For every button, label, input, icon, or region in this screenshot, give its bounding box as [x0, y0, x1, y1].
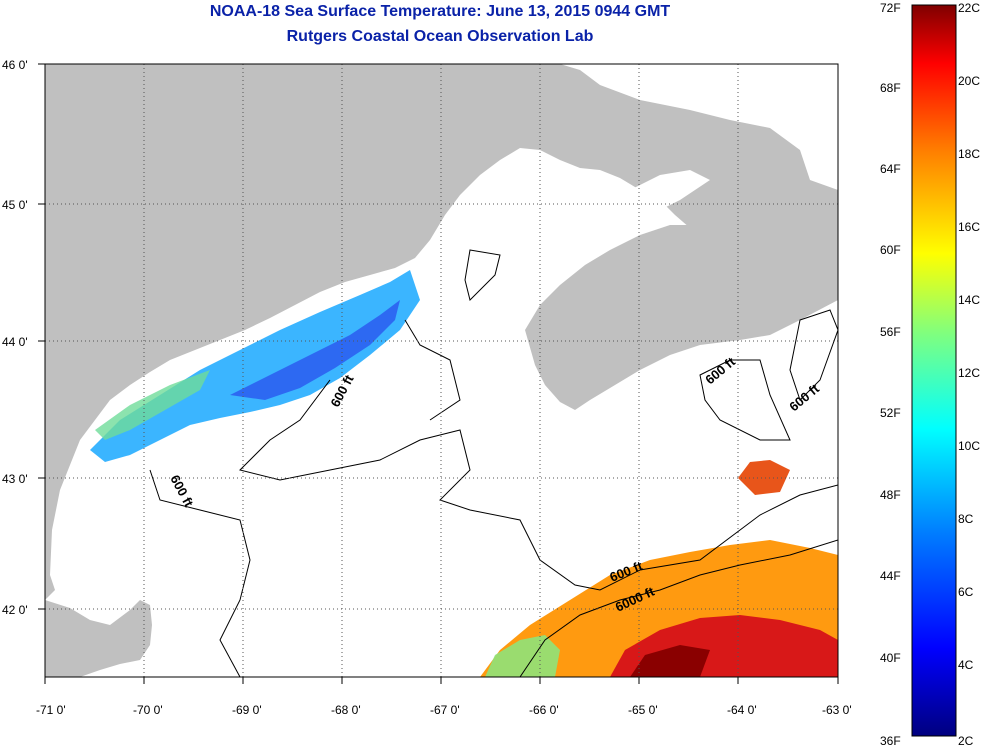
sst-hottest	[630, 645, 710, 677]
bay-of-fundy	[520, 170, 710, 300]
colorbar-c-label: 12C	[958, 366, 980, 380]
sst-cool-core	[230, 300, 400, 400]
sst-cool-patch	[90, 270, 420, 462]
colorbar-f-label: 56F	[880, 325, 901, 339]
x-tick-label: -67 0'	[430, 703, 460, 717]
x-tick-label: -70 0'	[133, 703, 163, 717]
y-tick-label: 45 0'	[2, 198, 28, 212]
colorbar-f-label: 60F	[880, 243, 901, 257]
x-tick-label: -63 0'	[822, 703, 852, 717]
colorbar-c-label: 10C	[958, 439, 980, 453]
x-tick-label: -66 0'	[529, 703, 559, 717]
y-tick-label: 42 0'	[2, 603, 28, 617]
colorbar-f-label: 72F	[880, 1, 901, 15]
colorbar-c-label: 6C	[958, 585, 974, 599]
colorbar-c-label: 16C	[958, 220, 980, 234]
x-tick-label: -71 0'	[36, 703, 66, 717]
x-tick-label: -69 0'	[232, 703, 262, 717]
y-tick-label: 44 0'	[2, 335, 28, 349]
graticule	[45, 64, 838, 677]
land-cape-cod	[45, 600, 152, 677]
colorbar-f-label: 40F	[880, 651, 901, 665]
colorbar-f-label: 68F	[880, 81, 901, 95]
sst-warm-eddy	[738, 460, 790, 495]
colorbar-f-label: 48F	[880, 488, 901, 502]
x-tick-label: -64 0'	[727, 703, 757, 717]
temperature-colorbar	[911, 4, 957, 737]
colorbar-f-label: 52F	[880, 406, 901, 420]
depth-contours	[149, 249, 838, 677]
colorbar-c-label: 22C	[958, 1, 980, 15]
colorbar-c-label: 8C	[958, 512, 974, 526]
land-new-england	[45, 64, 838, 600]
map-subtitle: Rutgers Coastal Ocean Observation Lab	[286, 28, 594, 45]
colorbar-c-label: 2C	[958, 734, 974, 748]
colorbar-f-label: 36F	[880, 734, 901, 748]
colorbar-c-label: 18C	[958, 147, 980, 161]
colorbar-c-label: 20C	[958, 74, 980, 88]
colorbar-c-label: 14C	[958, 293, 980, 307]
axis-ticks	[38, 63, 839, 684]
y-tick-label: 46 0'	[2, 58, 28, 72]
map-title: NOAA-18 Sea Surface Temperature: June 13…	[209, 3, 671, 20]
sst-coastal-green	[95, 370, 210, 440]
colorbar-f-label: 44F	[880, 569, 901, 583]
colorbar-c-label: 4C	[958, 658, 974, 672]
y-tick-label: 43 0'	[2, 472, 28, 486]
x-tick-label: -65 0'	[628, 703, 658, 717]
land-nova-scotia	[525, 225, 838, 410]
x-tick-label: -68 0'	[331, 703, 361, 717]
colorbar-f-label: 64F	[880, 162, 901, 176]
